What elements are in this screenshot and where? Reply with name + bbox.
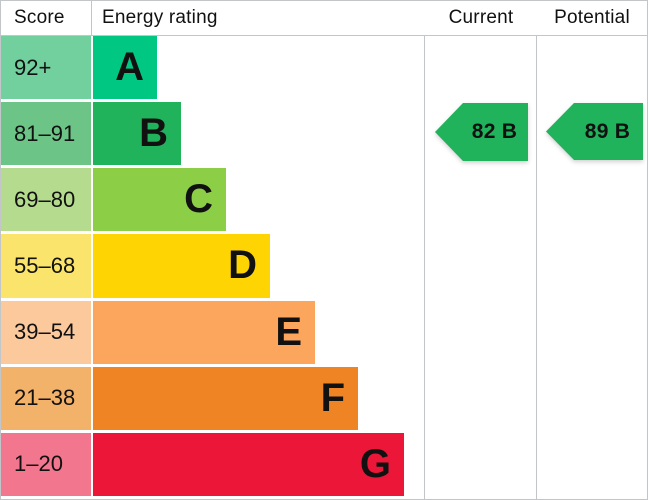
score-range-label: 92+ [14, 54, 52, 80]
rating-rows: 92+ A 81–91 B 69–80 C [1, 36, 425, 499]
rating-band-letter: B [139, 111, 168, 156]
chart-header: Score Energy rating Current Potential [1, 1, 647, 36]
rating-band-bar: B [93, 102, 181, 166]
current-column-header: Current [448, 7, 514, 28]
potential-column-header: Potential [554, 7, 630, 28]
potential-rating-marker: 89 B [546, 103, 643, 160]
rating-band-letter: C [184, 177, 213, 222]
column-gap [91, 432, 93, 496]
rating-band-letter: A [115, 45, 144, 90]
score-range-cell: 21–38 [1, 366, 91, 430]
rating-band-bar: D [93, 234, 270, 298]
rating-band-letter: E [275, 309, 302, 354]
score-range-label: 81–91 [14, 120, 76, 146]
potential-rating-label: 89 B [584, 119, 631, 143]
score-range-label: 55–68 [14, 252, 76, 278]
score-range-cell: 55–68 [1, 234, 91, 298]
score-range-cell: 1–20 [1, 432, 91, 496]
rating-band-bar: F [93, 366, 358, 430]
rating-band-bar: C [93, 168, 226, 232]
score-column-header: Score [14, 7, 65, 28]
current-rating-marker: 82 B [435, 103, 528, 161]
current-rating-label: 82 B [471, 120, 518, 143]
column-gap [91, 36, 93, 100]
rating-row: 92+ A [1, 36, 425, 102]
score-range-cell: 39–54 [1, 300, 91, 364]
energy-rating-column-header: Energy rating [102, 7, 218, 28]
rating-band-letter: D [228, 243, 257, 288]
rating-row: 1–20 G [1, 432, 425, 499]
rating-band-bar: G [93, 432, 404, 496]
column-gap [91, 366, 93, 430]
rating-row: 81–91 B [1, 102, 425, 168]
current-rating-arrow: 82 B [435, 103, 528, 161]
current-column-divider [424, 1, 425, 499]
score-range-cell: 92+ [1, 36, 91, 100]
score-range-cell: 69–80 [1, 168, 91, 232]
potential-column-divider [536, 1, 537, 499]
rating-row: 39–54 E [1, 300, 425, 367]
column-gap [91, 234, 93, 298]
potential-rating-arrow: 89 B [546, 103, 643, 160]
rating-band-letter: G [359, 441, 391, 486]
score-range-label: 39–54 [14, 319, 76, 345]
score-range-label: 21–38 [14, 385, 76, 411]
column-gap [91, 168, 93, 232]
column-gap [91, 102, 93, 166]
rating-row: 55–68 D [1, 234, 425, 300]
rating-row: 21–38 F [1, 366, 425, 433]
score-range-label: 1–20 [14, 451, 63, 477]
score-range-cell: 81–91 [1, 102, 91, 166]
score-range-label: 69–80 [14, 186, 76, 212]
rating-band-bar: A [93, 36, 157, 100]
score-column-divider [91, 1, 92, 36]
column-gap [91, 300, 93, 364]
rating-band-letter: F [320, 375, 345, 420]
rating-band-bar: E [93, 300, 315, 364]
rating-row: 69–80 C [1, 168, 425, 234]
